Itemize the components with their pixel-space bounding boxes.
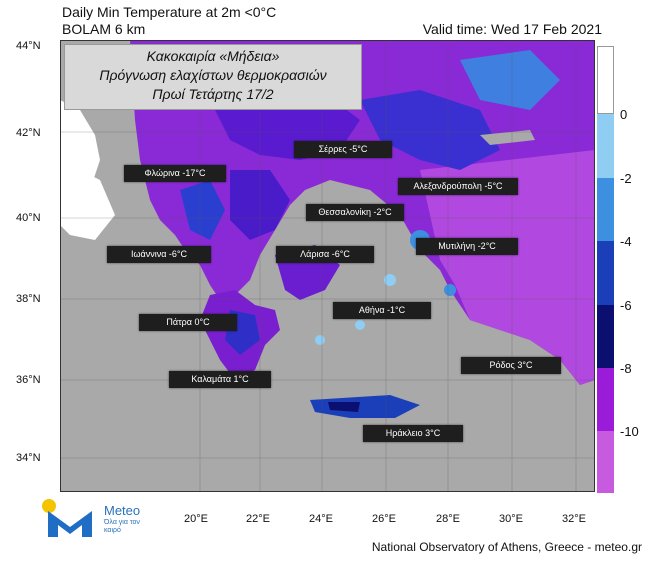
lat-label: 40°N xyxy=(16,212,41,224)
storm-name: Κακοκαιρία «Μήδεια» xyxy=(146,48,280,64)
colorbar-label: -8 xyxy=(620,361,632,376)
city-label-mytilini: Μυτιλήνη -2°C xyxy=(416,238,518,255)
colorbar-segment xyxy=(597,241,614,305)
temperature-map xyxy=(60,40,595,492)
valid-time: Valid time: Wed 17 Feb 2021 xyxy=(422,21,602,37)
forecast-description: Πρόγνωση ελαχίστων θερμοκρασιών xyxy=(99,67,327,83)
city-label-alexandroupoli: Αλεξανδρούπολη -5°C xyxy=(398,178,518,195)
colorbar-label: -4 xyxy=(620,234,632,249)
meteo-logo xyxy=(40,497,200,547)
colorbar-label: -10 xyxy=(620,424,639,439)
lon-label: 22°E xyxy=(246,513,270,525)
logo-name: Meteo xyxy=(104,503,141,518)
lat-label: 44°N xyxy=(16,40,41,52)
forecast-info-box: Κακοκαιρία «Μήδεια» Πρόγνωση ελαχίστων θ… xyxy=(64,44,362,110)
city-label-irakleio: Ηράκλειο 3°C xyxy=(363,425,463,442)
credit-footer: National Observatory of Athens, Greece -… xyxy=(371,540,642,554)
city-label-ioannina: Ιωάννινα -6°C xyxy=(107,246,211,263)
colorbar-segment xyxy=(597,305,614,368)
map-title: Daily Min Temperature at 2m <0°C xyxy=(62,4,277,20)
colorbar-label: -6 xyxy=(620,298,632,313)
forecast-date: Πρωί Τετάρτης 17/2 xyxy=(152,86,274,102)
colorbar-segment xyxy=(597,431,614,493)
lat-label: 42°N xyxy=(16,127,41,139)
colorbar-segment xyxy=(597,46,614,114)
city-label-thessaloniki: Θεσσαλονίκη -2°C xyxy=(306,204,404,221)
lon-label: 30°E xyxy=(499,513,523,525)
model-name: BOLAM 6 km xyxy=(62,21,146,37)
city-label-kalamata: Καλαμάτα 1°C xyxy=(169,371,271,388)
colorbar-segment xyxy=(597,368,614,431)
colorbar-segment xyxy=(597,178,614,241)
lon-label: 24°E xyxy=(309,513,333,525)
colorbar-label: 0 xyxy=(620,107,628,122)
lon-label: 32°E xyxy=(562,513,586,525)
city-label-athina: Αθήνα -1°C xyxy=(333,302,431,319)
lat-label: 36°N xyxy=(16,374,41,386)
city-label-florina: Φλώρινα -17°C xyxy=(124,165,226,182)
lat-label: 34°N xyxy=(16,452,41,464)
lon-label: 28°E xyxy=(436,513,460,525)
lon-label: 20°E xyxy=(184,513,208,525)
logo-tagline: Όλα για τον καιρό xyxy=(104,519,140,534)
city-label-serres: Σέρρες -5°C xyxy=(294,141,392,158)
city-label-rodos: Ρόδος 3°C xyxy=(461,357,561,374)
city-label-patra: Πάτρα 0°C xyxy=(139,314,237,331)
lon-label: 26°E xyxy=(372,513,396,525)
city-label-larisa: Λάρισα -6°C xyxy=(276,246,374,263)
colorbar-segment xyxy=(597,114,614,178)
lat-label: 38°N xyxy=(16,293,41,305)
colorbar-label: -2 xyxy=(620,171,632,186)
